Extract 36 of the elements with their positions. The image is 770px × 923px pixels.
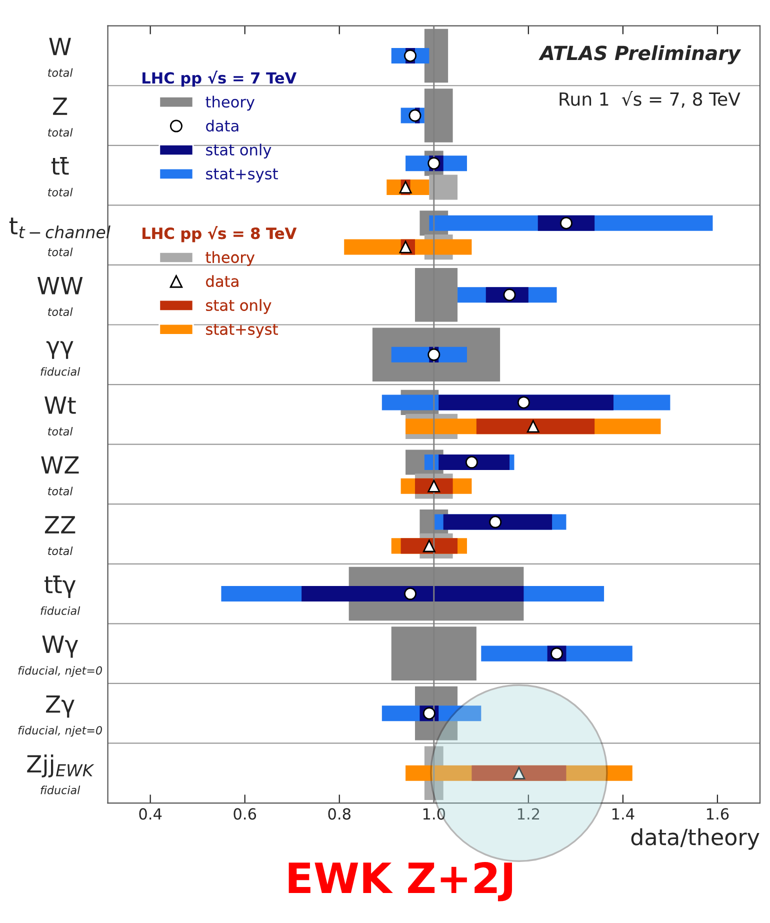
bar	[429, 174, 458, 200]
x-tick-label: 1.0	[423, 808, 446, 820]
y-tick-label: WZ total	[41, 456, 79, 496]
legend-label: data	[206, 275, 238, 288]
x-tick-label: 1.2	[518, 808, 540, 820]
legend-label: stat only	[206, 299, 272, 314]
legend-label: theory	[206, 251, 255, 266]
y-tick-label: tt̄γ fiducial	[40, 576, 80, 615]
y-tick-label: WW total	[38, 276, 83, 316]
legend-label: stat+syst	[206, 324, 278, 338]
annotation: LHC pp √s = 8 TeV	[142, 226, 297, 242]
x-axis-title: data/theory	[631, 828, 760, 850]
x-tick-label: 0.8	[328, 808, 350, 820]
legend-label: stat only	[206, 144, 272, 158]
bar	[476, 418, 595, 434]
y-tick-label: Zjj$_{EWK}$ fiducial	[27, 754, 94, 794]
y-tick-label: γγ fiducial	[40, 341, 80, 376]
text: EWK Z+2J	[288, 862, 512, 902]
y-tick-label: Zγ fiducial, njet=0	[18, 695, 102, 737]
bar	[302, 586, 524, 602]
x-tick-label: 1.4	[612, 808, 634, 820]
legend-label: theory	[206, 96, 255, 111]
y-tick-label: ZZ total	[44, 516, 76, 556]
x-tick-label: 0.4	[139, 808, 162, 820]
annotation: ATLAS Preliminary	[538, 45, 742, 64]
y-tick-label: Wγ fiducial, njet=0	[18, 636, 102, 677]
legend-label: stat+syst	[206, 168, 278, 182]
annotation: LHC pp √s = 7 TeV	[142, 70, 297, 87]
x-tick-label: 1.6	[706, 808, 729, 820]
y-tick-label: Z total	[48, 98, 73, 137]
x-tick-label: 0.6	[234, 808, 256, 820]
annotation: Run 1 √s = 7, 8 TeV	[560, 90, 740, 108]
y-tick-label: tt̄ total	[48, 157, 73, 196]
y-tick-label: Wt total	[44, 396, 76, 436]
legend-label: data	[206, 120, 238, 132]
y-tick-label: W total	[48, 38, 73, 77]
